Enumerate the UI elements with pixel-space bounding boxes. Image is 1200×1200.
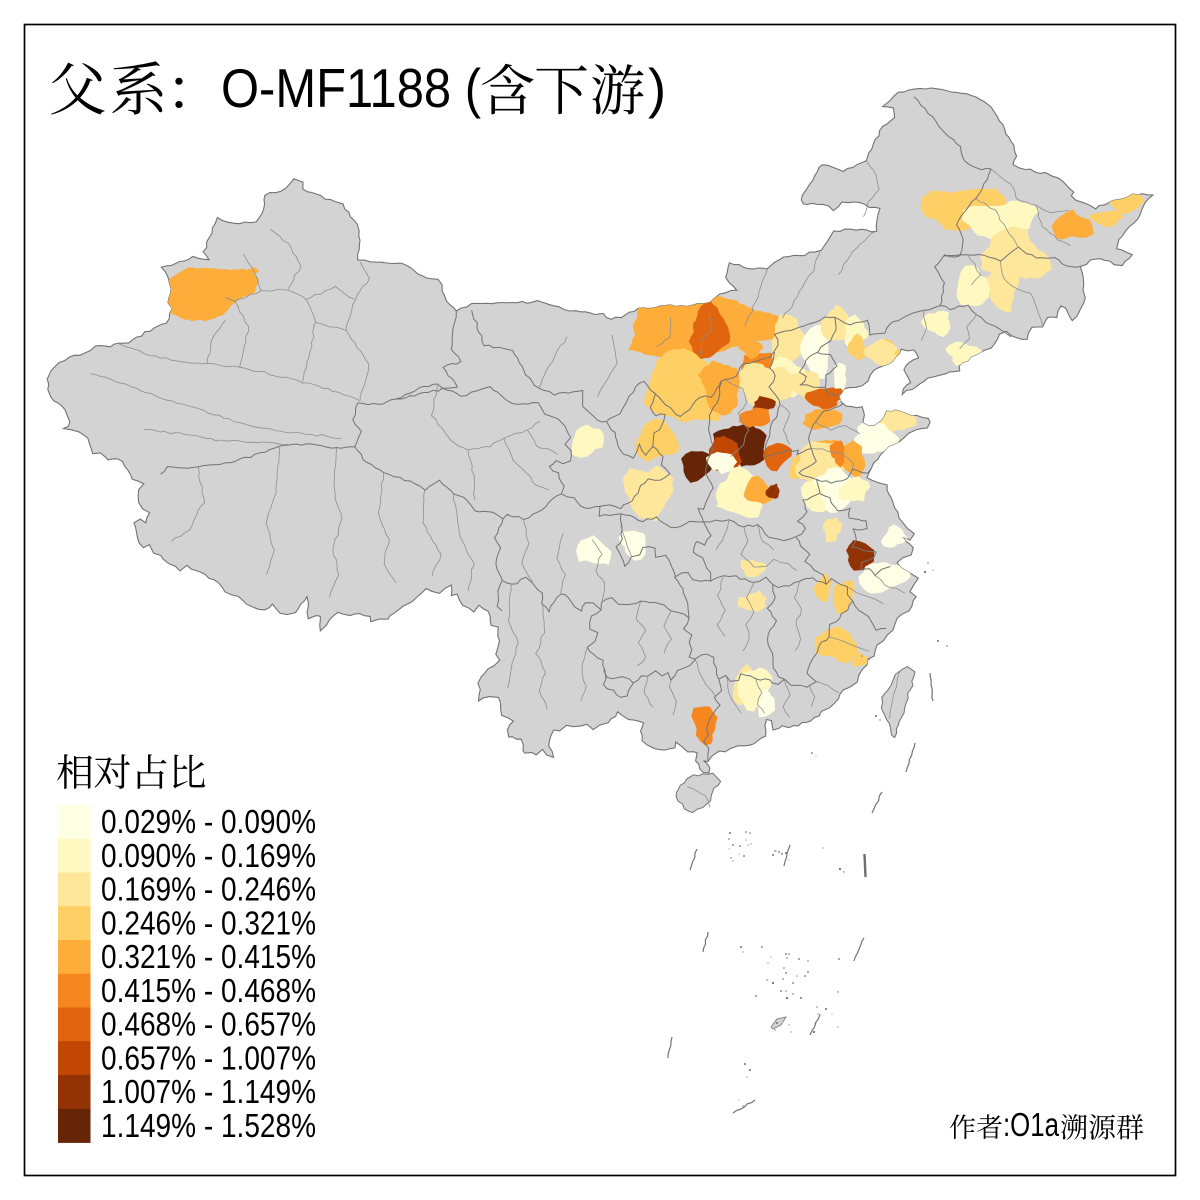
svg-text:0.415% - 0.468%: 0.415% - 0.468% xyxy=(101,972,316,1009)
svg-text:O-MF1188 (: O-MF1188 ( xyxy=(221,58,481,119)
svg-text::O1a: :O1a xyxy=(1003,1106,1060,1143)
svg-text:1.149% - 1.528%: 1.149% - 1.528% xyxy=(101,1107,316,1144)
svg-text:0.246% - 0.321%: 0.246% - 0.321% xyxy=(101,905,316,942)
svg-text:0.321% - 0.415%: 0.321% - 0.415% xyxy=(101,938,316,975)
svg-text:0.169% - 0.246%: 0.169% - 0.246% xyxy=(101,871,316,908)
svg-text:0.468% - 0.657%: 0.468% - 0.657% xyxy=(101,1006,316,1043)
svg-text:0.657% - 1.007%: 0.657% - 1.007% xyxy=(101,1040,316,1077)
svg-text:0.090% - 0.169%: 0.090% - 0.169% xyxy=(101,837,316,874)
svg-text:1.007% - 1.149%: 1.007% - 1.149% xyxy=(101,1073,316,1110)
svg-text:): ) xyxy=(648,58,666,119)
svg-text:0.029% - 0.090%: 0.029% - 0.090% xyxy=(101,803,316,840)
